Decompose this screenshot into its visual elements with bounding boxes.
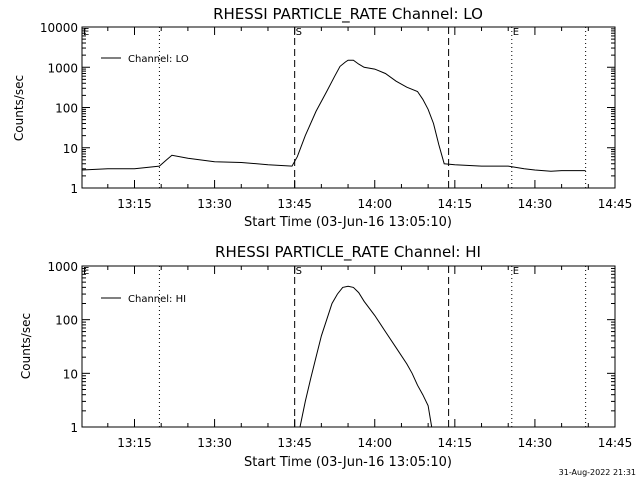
marker-label-e: E xyxy=(513,27,519,38)
x-tick-label: 13:15 xyxy=(117,197,152,211)
x-tick-label: 13:30 xyxy=(197,197,232,211)
legend-label: Channel: LO xyxy=(128,54,189,65)
plot-area-frame xyxy=(81,265,616,428)
marker-label-s: S xyxy=(296,27,302,38)
legend-label: Channel: HI xyxy=(128,294,186,305)
x-tick-label: 14:30 xyxy=(518,436,553,450)
chart-title: RHESSI PARTICLE_RATE Channel: LO xyxy=(213,5,483,24)
marker-label-e: E xyxy=(83,27,89,38)
data-series xyxy=(81,59,586,172)
y-tick-label: 10000 xyxy=(40,21,78,35)
data-series xyxy=(299,285,433,428)
x-axis-label: Start Time (03-Jun-16 13:05:10) xyxy=(244,215,452,230)
x-tick-label: 14:00 xyxy=(357,197,392,211)
chart-title: RHESSI PARTICLE_RATE Channel: HI xyxy=(215,243,481,262)
y-tick-label: 100 xyxy=(55,314,78,328)
y-axis-label: Counts/sec xyxy=(12,75,26,141)
marker-label-e: E xyxy=(513,266,519,277)
x-axis-label: Start Time (03-Jun-16 13:05:10) xyxy=(244,455,452,470)
y-tick-label: 100 xyxy=(55,102,78,116)
x-tick-label: 13:45 xyxy=(277,436,312,450)
panel-hi: RHESSI PARTICLE_RATE Channel: HI E S E 13:… xyxy=(19,243,632,470)
y-tick-label: 1 xyxy=(70,421,78,435)
marker-label-s: S xyxy=(296,266,302,277)
x-tick-label: 14:15 xyxy=(438,197,473,211)
x-tick-label: 14:30 xyxy=(518,197,553,211)
x-tick-label: 13:30 xyxy=(197,436,232,450)
y-tick-label: 1 xyxy=(70,182,78,196)
series-line xyxy=(299,285,433,428)
y-tick-label: 10 xyxy=(63,367,78,381)
panel-lo: RHESSI PARTICLE_RATE Channel: LO E S E 13:… xyxy=(12,5,632,230)
x-tick-label: 14:15 xyxy=(438,436,473,450)
y-tick-label: 1000 xyxy=(47,61,78,75)
y-axis-label: Counts/sec xyxy=(19,313,33,379)
x-tick-label: 14:00 xyxy=(357,436,392,450)
x-tick-label: 13:15 xyxy=(117,436,152,450)
y-tick-label: 10 xyxy=(63,142,78,156)
x-tick-label: 14:45 xyxy=(598,197,633,211)
x-tick-label: 14:45 xyxy=(598,436,633,450)
x-tick-label: 13:45 xyxy=(277,197,312,211)
render-timestamp: 31-Aug-2022 21:31 xyxy=(559,468,636,477)
series-line xyxy=(81,59,586,172)
axis-ticks: 13:15 13:30 13:45 14:00 14:15 14:30 14:45 1 10 10… xyxy=(47,260,632,450)
marker-label-e: E xyxy=(83,266,89,277)
y-tick-label: 1000 xyxy=(47,260,78,274)
axis-ticks: 13:15 13:30 13:45 14:00 14:15 14:30 14:45 1 10 10… xyxy=(40,21,632,211)
